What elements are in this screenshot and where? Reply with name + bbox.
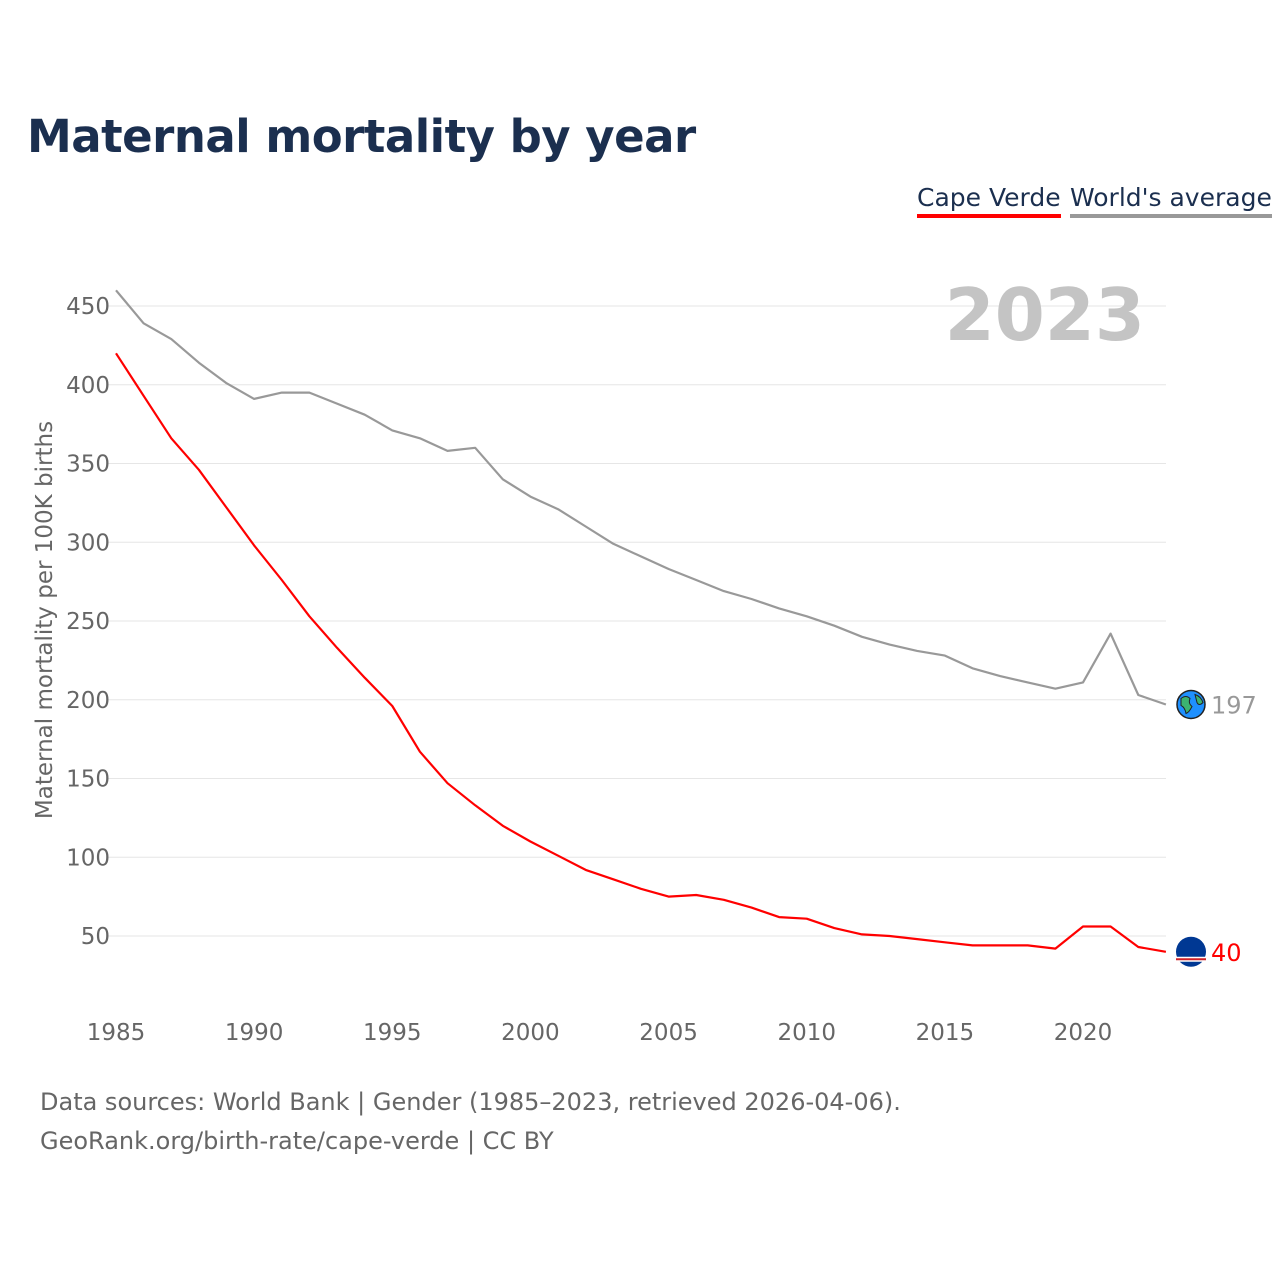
end-value-label: 40 [1211,939,1242,967]
end-value-label: 197 [1211,691,1257,719]
y-tick-label: 50 [81,924,110,950]
x-tick-label: 1985 [87,1020,146,1046]
credit-link[interactable]: GeoRank.org/birth-rate/cape-verde | CC B… [40,1127,554,1155]
y-tick-label: 400 [66,373,110,399]
y-tick-label: 300 [66,530,110,556]
series-line-world-s-average [115,289,1167,706]
legend-cape-verde[interactable]: Cape Verde [917,183,1061,218]
y-tick-label: 200 [66,688,110,714]
y-tick-label: 450 [66,294,110,320]
data-sources: Data sources: World Bank | Gender (1985–… [40,1088,901,1116]
x-tick-label: 2020 [1054,1020,1113,1046]
series-line-cape-verde [115,352,1167,953]
legend-world-average[interactable]: World's average [1070,183,1272,218]
x-tick-label: 2005 [639,1020,698,1046]
x-tick-label: 2010 [777,1020,836,1046]
y-tick-label: 250 [66,609,110,635]
x-tick-label: 2000 [501,1020,560,1046]
x-tick-label: 1995 [363,1020,422,1046]
chart-title: Maternal mortality by year [27,110,696,163]
y-tick-label: 100 [66,845,110,871]
year-label: 2023 [945,273,1145,357]
y-tick-label: 350 [66,452,110,478]
x-tick-label: 1990 [225,1020,284,1046]
globe-land-icon [1180,693,1204,715]
flag-stripe-red [1176,958,1206,961]
y-axis-label: Maternal mortality per 100K births [32,421,58,819]
y-tick-label: 150 [66,767,110,793]
x-tick-label: 2015 [916,1020,975,1046]
cape-verde-flag-icon [1176,936,1206,967]
